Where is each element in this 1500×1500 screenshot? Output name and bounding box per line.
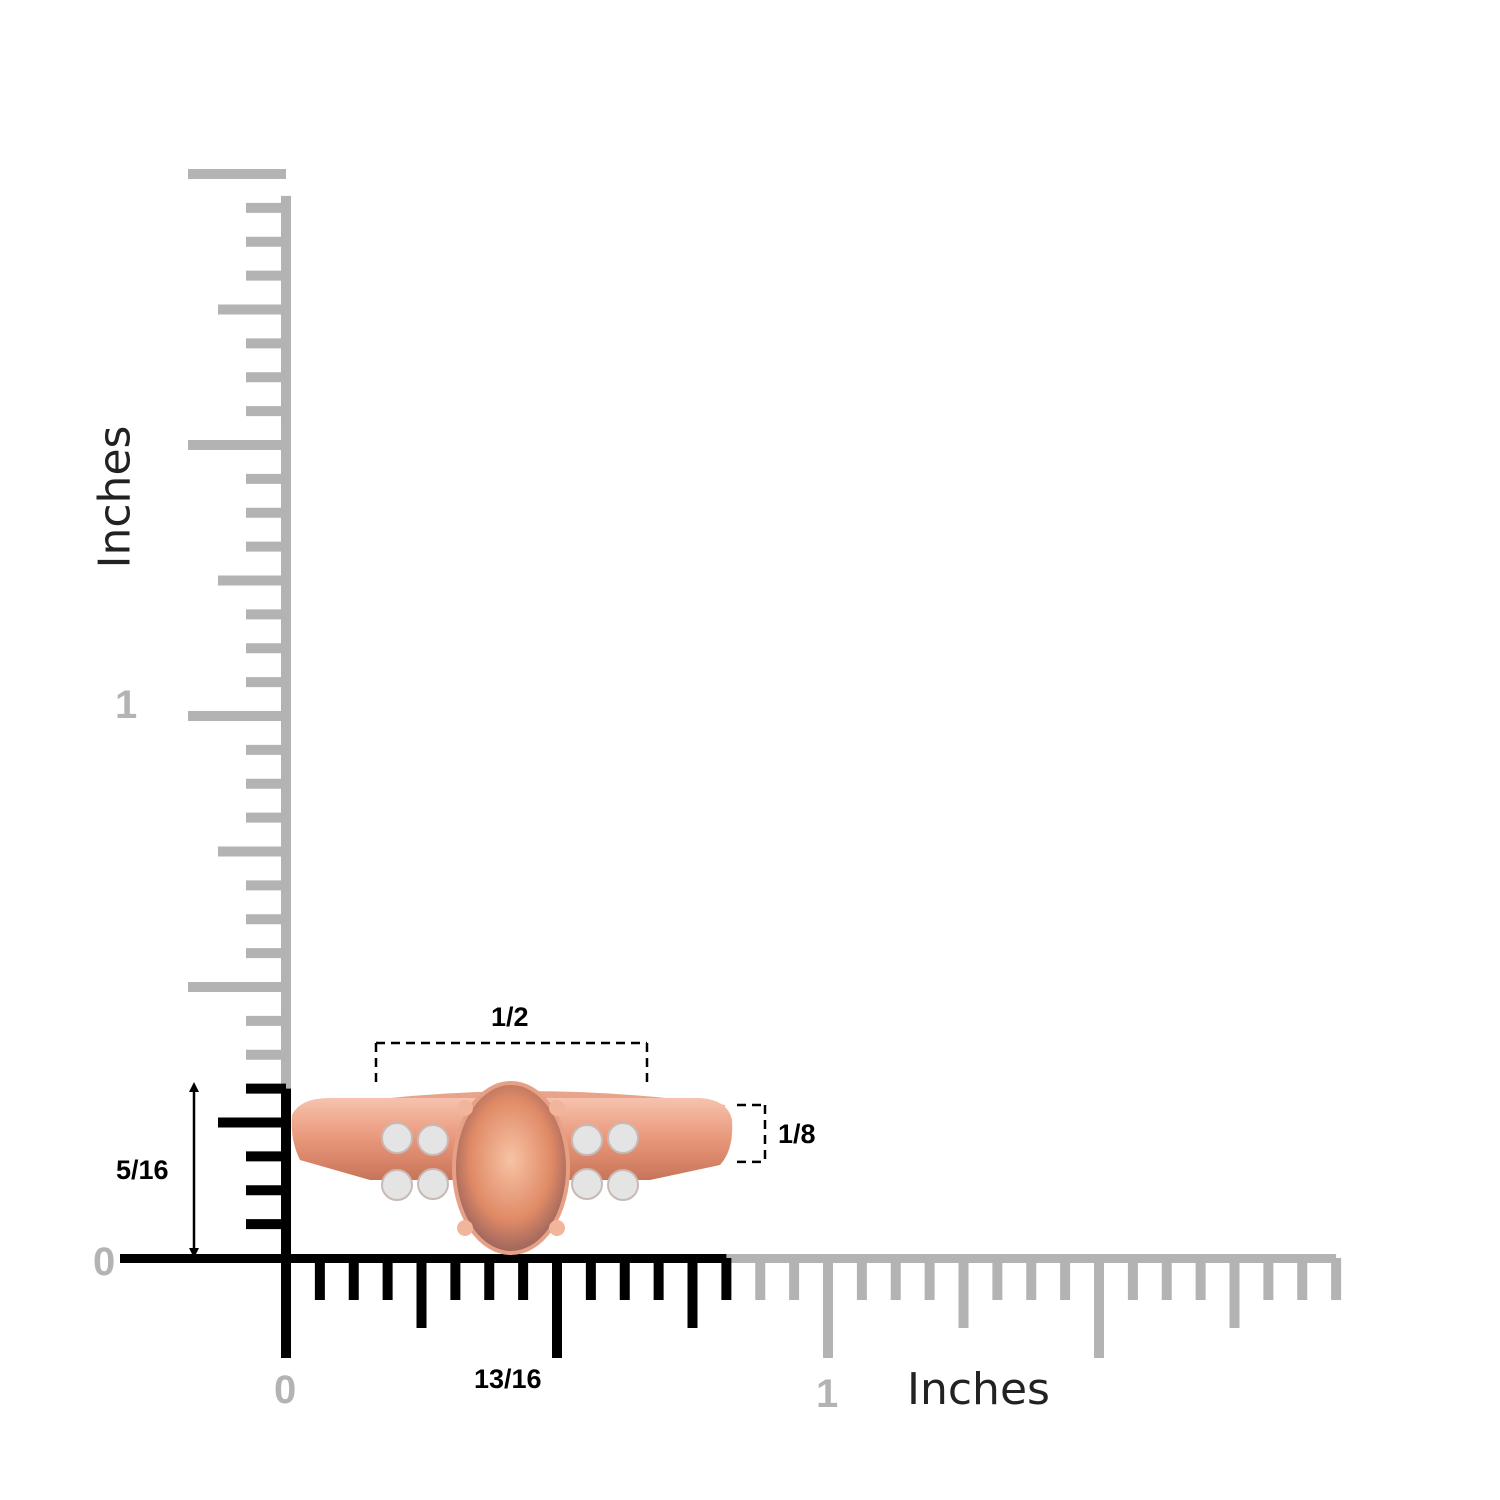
y-tick-label-0: 0 — [93, 1240, 116, 1284]
x-tick — [992, 1258, 1003, 1300]
x-tick — [1263, 1258, 1274, 1300]
ring-image — [291, 1081, 733, 1255]
y-tick — [246, 1219, 286, 1230]
accent-diamonds — [381, 1122, 639, 1201]
y-tick — [246, 372, 286, 383]
x-tick — [1195, 1258, 1206, 1300]
band-width-label: 1/8 — [778, 1119, 816, 1149]
y-tick — [188, 711, 286, 721]
center-stone-width-label: 1/2 — [491, 1002, 529, 1032]
y-tick — [246, 880, 286, 891]
y-tick — [246, 236, 286, 247]
y-tick — [246, 812, 286, 823]
x-tick — [619, 1258, 630, 1300]
y-tick — [188, 169, 286, 179]
y-tick — [218, 1117, 286, 1128]
y-tick — [246, 677, 286, 688]
x-tick — [1229, 1258, 1240, 1328]
x-tick — [585, 1258, 596, 1300]
x-tick — [1297, 1258, 1308, 1300]
center-stone — [452, 1081, 570, 1255]
x-tick — [755, 1258, 766, 1300]
y-tick — [246, 541, 286, 552]
y-tick — [246, 473, 286, 484]
y-tick — [218, 846, 286, 857]
y-tick — [246, 778, 286, 789]
x-tick — [789, 1258, 800, 1300]
prongs — [457, 1100, 565, 1236]
x-tick — [348, 1258, 359, 1300]
x-tick — [1161, 1258, 1172, 1300]
x-tick — [890, 1258, 901, 1300]
y-tick — [246, 948, 286, 959]
x-tick — [856, 1258, 867, 1300]
y-tick — [246, 338, 286, 349]
y-tick — [218, 304, 286, 315]
x-tick-label-1: 1 — [816, 1372, 839, 1416]
x-tick — [958, 1258, 969, 1328]
y-tick — [246, 1049, 286, 1060]
y-tick-label-1: 1 — [115, 683, 138, 727]
x-tick — [721, 1258, 732, 1300]
y-tick — [218, 575, 286, 586]
y-tick — [246, 744, 286, 755]
y-tick — [246, 914, 286, 925]
height-label: 5/16 — [116, 1155, 169, 1185]
x-tick — [924, 1258, 935, 1300]
y-axis-unit-label: Inches — [89, 425, 141, 569]
y-tick — [188, 440, 286, 450]
y-tick — [246, 270, 286, 281]
y-tick — [246, 1185, 286, 1196]
x-tick — [653, 1258, 664, 1300]
y-tick — [188, 982, 286, 992]
y-tick — [246, 406, 286, 417]
x-tick — [1060, 1258, 1071, 1300]
y-tick — [246, 1015, 286, 1026]
x-tick — [450, 1258, 461, 1300]
y-tick — [246, 609, 286, 620]
x-axis-line — [286, 1254, 1337, 1263]
x-tick — [314, 1258, 325, 1300]
y-tick — [246, 202, 286, 213]
length-label: 13/16 — [474, 1364, 542, 1394]
x-tick — [1331, 1258, 1342, 1300]
x-tick — [518, 1258, 529, 1300]
y-tick — [246, 1151, 286, 1162]
x-tick-label-0: 0 — [274, 1368, 297, 1412]
y-tick — [246, 507, 286, 518]
x-tick — [382, 1258, 393, 1300]
x-tick — [1026, 1258, 1037, 1300]
x-tick — [823, 1258, 833, 1358]
y-tick — [246, 1083, 286, 1094]
x-tick — [552, 1258, 562, 1358]
x-tick — [1094, 1258, 1104, 1358]
x-tick — [687, 1258, 698, 1328]
y-axis-line — [281, 195, 291, 1258]
x-tick — [1127, 1258, 1138, 1300]
x-axis-unit-label: Inches — [907, 1364, 1050, 1415]
x-tick — [484, 1258, 495, 1300]
x-tick — [416, 1258, 427, 1328]
y-tick — [246, 643, 286, 654]
